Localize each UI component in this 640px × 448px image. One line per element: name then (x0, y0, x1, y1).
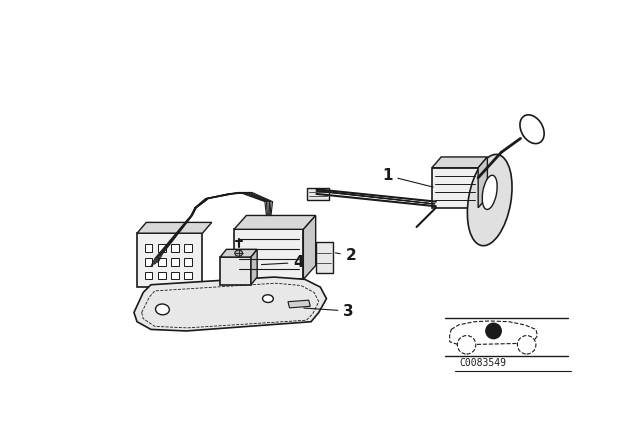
Bar (316, 242, 333, 273)
Bar (307, 188, 329, 200)
Polygon shape (220, 250, 257, 257)
Polygon shape (234, 215, 316, 229)
Bar (171, 271, 179, 280)
Polygon shape (303, 215, 316, 280)
Bar (234, 229, 303, 280)
Polygon shape (288, 300, 310, 308)
Ellipse shape (156, 304, 170, 315)
Text: 4: 4 (262, 255, 304, 270)
Ellipse shape (467, 155, 512, 246)
Bar (158, 271, 166, 280)
Bar (145, 244, 152, 252)
Polygon shape (450, 321, 538, 345)
Text: 2: 2 (335, 248, 356, 263)
Bar (220, 257, 251, 285)
Bar (145, 258, 152, 266)
Ellipse shape (520, 115, 544, 144)
Ellipse shape (235, 250, 243, 256)
Bar (184, 271, 192, 280)
Circle shape (517, 336, 536, 354)
Ellipse shape (262, 295, 273, 302)
Circle shape (486, 323, 501, 339)
Bar (432, 168, 478, 208)
Polygon shape (478, 157, 488, 208)
Bar (171, 244, 179, 252)
Polygon shape (432, 157, 488, 168)
Polygon shape (137, 222, 212, 233)
Text: C0083549: C0083549 (459, 358, 506, 368)
Text: 3: 3 (304, 304, 354, 319)
Circle shape (458, 336, 476, 354)
Bar (158, 244, 166, 252)
Text: 1: 1 (382, 168, 433, 187)
Polygon shape (251, 250, 257, 285)
Bar (184, 244, 192, 252)
Bar (184, 258, 192, 266)
Bar (137, 233, 202, 287)
Bar (158, 258, 166, 266)
Ellipse shape (483, 175, 497, 210)
Polygon shape (134, 277, 326, 331)
Bar (171, 258, 179, 266)
Bar (145, 271, 152, 280)
